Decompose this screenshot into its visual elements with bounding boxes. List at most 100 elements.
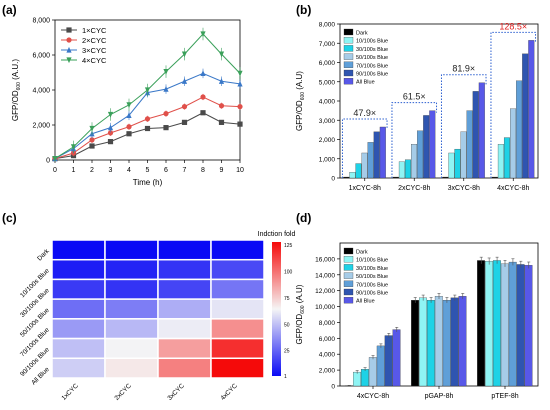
bar xyxy=(461,132,467,178)
heatmap-cell xyxy=(105,279,158,299)
legend-label: All Blue xyxy=(356,299,375,305)
heatmap-cell xyxy=(211,279,264,299)
x-tick-label: 1 xyxy=(72,167,76,174)
y-tick-label: 14,000 xyxy=(315,272,335,279)
y-tick-label: 4,000 xyxy=(32,88,50,95)
bar xyxy=(525,265,533,386)
y-tick-label: 6,000 xyxy=(319,336,336,343)
heatmap-cell xyxy=(105,260,158,280)
legend-swatch xyxy=(344,264,353,270)
legend-label: 70/100s Blue xyxy=(356,282,388,288)
heatmap-cell xyxy=(52,339,105,359)
y-tick-label: 6,000 xyxy=(319,60,336,67)
panel-b-bar-chart: 01,0002,0003,0004,0005,0006,0007,0008,00… xyxy=(295,21,538,192)
bar xyxy=(350,172,356,178)
data-point xyxy=(219,103,224,108)
fold-annotation: 81.9× xyxy=(452,64,475,74)
x-tick-label: 3 xyxy=(109,167,113,174)
bar xyxy=(477,260,485,386)
heatmap-row-label: All Blue xyxy=(30,366,51,387)
x-tick-label: pGAP-8h xyxy=(425,393,454,400)
x-tick-label: pTEF-8h xyxy=(491,393,518,400)
bar xyxy=(522,54,528,178)
data-point xyxy=(126,124,131,129)
bar xyxy=(374,132,380,178)
bar xyxy=(369,357,377,386)
y-tick-label: 4,000 xyxy=(319,352,336,359)
bar xyxy=(442,177,448,178)
colorbar-tick-label: 25 xyxy=(284,349,290,355)
data-point xyxy=(163,111,168,116)
y-tick-label: 0 xyxy=(331,176,335,183)
heatmap-col-label: 4xCYC xyxy=(219,382,239,402)
x-tick-label: 3xCYC-8h xyxy=(448,185,480,192)
bar xyxy=(467,111,473,178)
heatmap-cell xyxy=(158,319,211,339)
data-point xyxy=(126,102,131,108)
data-point xyxy=(237,122,242,127)
y-tick-label: 0 xyxy=(46,158,50,165)
x-tick-label: 2xCYC-8h xyxy=(398,185,430,192)
colorbar-tick-label: 100 xyxy=(284,270,293,276)
legend-swatch xyxy=(344,297,353,303)
heatmap-cell xyxy=(52,240,105,260)
bar xyxy=(377,346,385,386)
x-tick-label: 10 xyxy=(236,167,244,174)
legend-label: 4×CYC xyxy=(82,56,107,65)
panel-label-a: (a) xyxy=(2,3,17,17)
colorbar-title: Indction fold xyxy=(258,231,296,238)
heatmap-cell xyxy=(105,358,158,378)
bar xyxy=(516,81,522,178)
colorbar-tick-label: 1 xyxy=(284,374,287,380)
bar xyxy=(380,127,386,178)
heatmap-col-label: 2xCYC xyxy=(113,382,133,402)
legend-label: Dark xyxy=(356,250,368,256)
data-point xyxy=(200,70,205,76)
bar xyxy=(411,144,417,178)
heatmap-cell xyxy=(105,319,158,339)
y-tick-label: 1,000 xyxy=(319,156,336,163)
legend-label: 90/100s Blue xyxy=(356,291,388,297)
heatmap-cell xyxy=(52,358,105,378)
x-tick-label: 9 xyxy=(220,167,224,174)
bar xyxy=(449,153,455,178)
x-tick-label: 0 xyxy=(53,167,57,174)
bar xyxy=(455,149,461,178)
heatmap-cell xyxy=(52,319,105,339)
legend-swatch xyxy=(344,62,353,68)
bar xyxy=(435,296,443,386)
bar xyxy=(451,298,459,386)
legend-swatch xyxy=(344,70,353,76)
data-point xyxy=(219,120,224,125)
y-tick-label: 10,000 xyxy=(315,304,335,311)
y-tick-label: 4,000 xyxy=(319,99,336,106)
y-tick-label: 3,000 xyxy=(319,118,336,125)
heatmap-cell xyxy=(52,260,105,280)
heatmap-row-label: Dark xyxy=(36,247,51,262)
legend-swatch xyxy=(344,273,353,279)
heatmap-cell xyxy=(211,240,264,260)
x-tick-label: 8 xyxy=(201,167,205,174)
fold-annotation: 47.9× xyxy=(353,108,376,118)
panel-d-bar-chart: 02,0004,0006,0008,00010,00012,00014,0001… xyxy=(295,243,538,400)
y-tick-label: 2,000 xyxy=(319,137,336,144)
legend-label: 50/100s Blue xyxy=(356,55,388,61)
legend-swatch xyxy=(344,256,353,262)
x-tick-label: 7 xyxy=(183,167,187,174)
bar xyxy=(501,264,509,386)
legend-label: Dark xyxy=(356,31,368,37)
bar xyxy=(423,115,429,178)
heatmap-cell xyxy=(158,240,211,260)
heatmap-cell xyxy=(105,240,158,260)
x-axis-label: Time (h) xyxy=(133,178,163,187)
colorbar-tick-label: 125 xyxy=(284,243,293,249)
y-tick-label: 12,000 xyxy=(315,288,335,295)
bar xyxy=(459,296,467,386)
bar xyxy=(356,164,362,178)
bar xyxy=(517,264,525,386)
x-tick-label: 4xCYC-8h xyxy=(357,393,389,400)
data-point xyxy=(108,112,113,118)
